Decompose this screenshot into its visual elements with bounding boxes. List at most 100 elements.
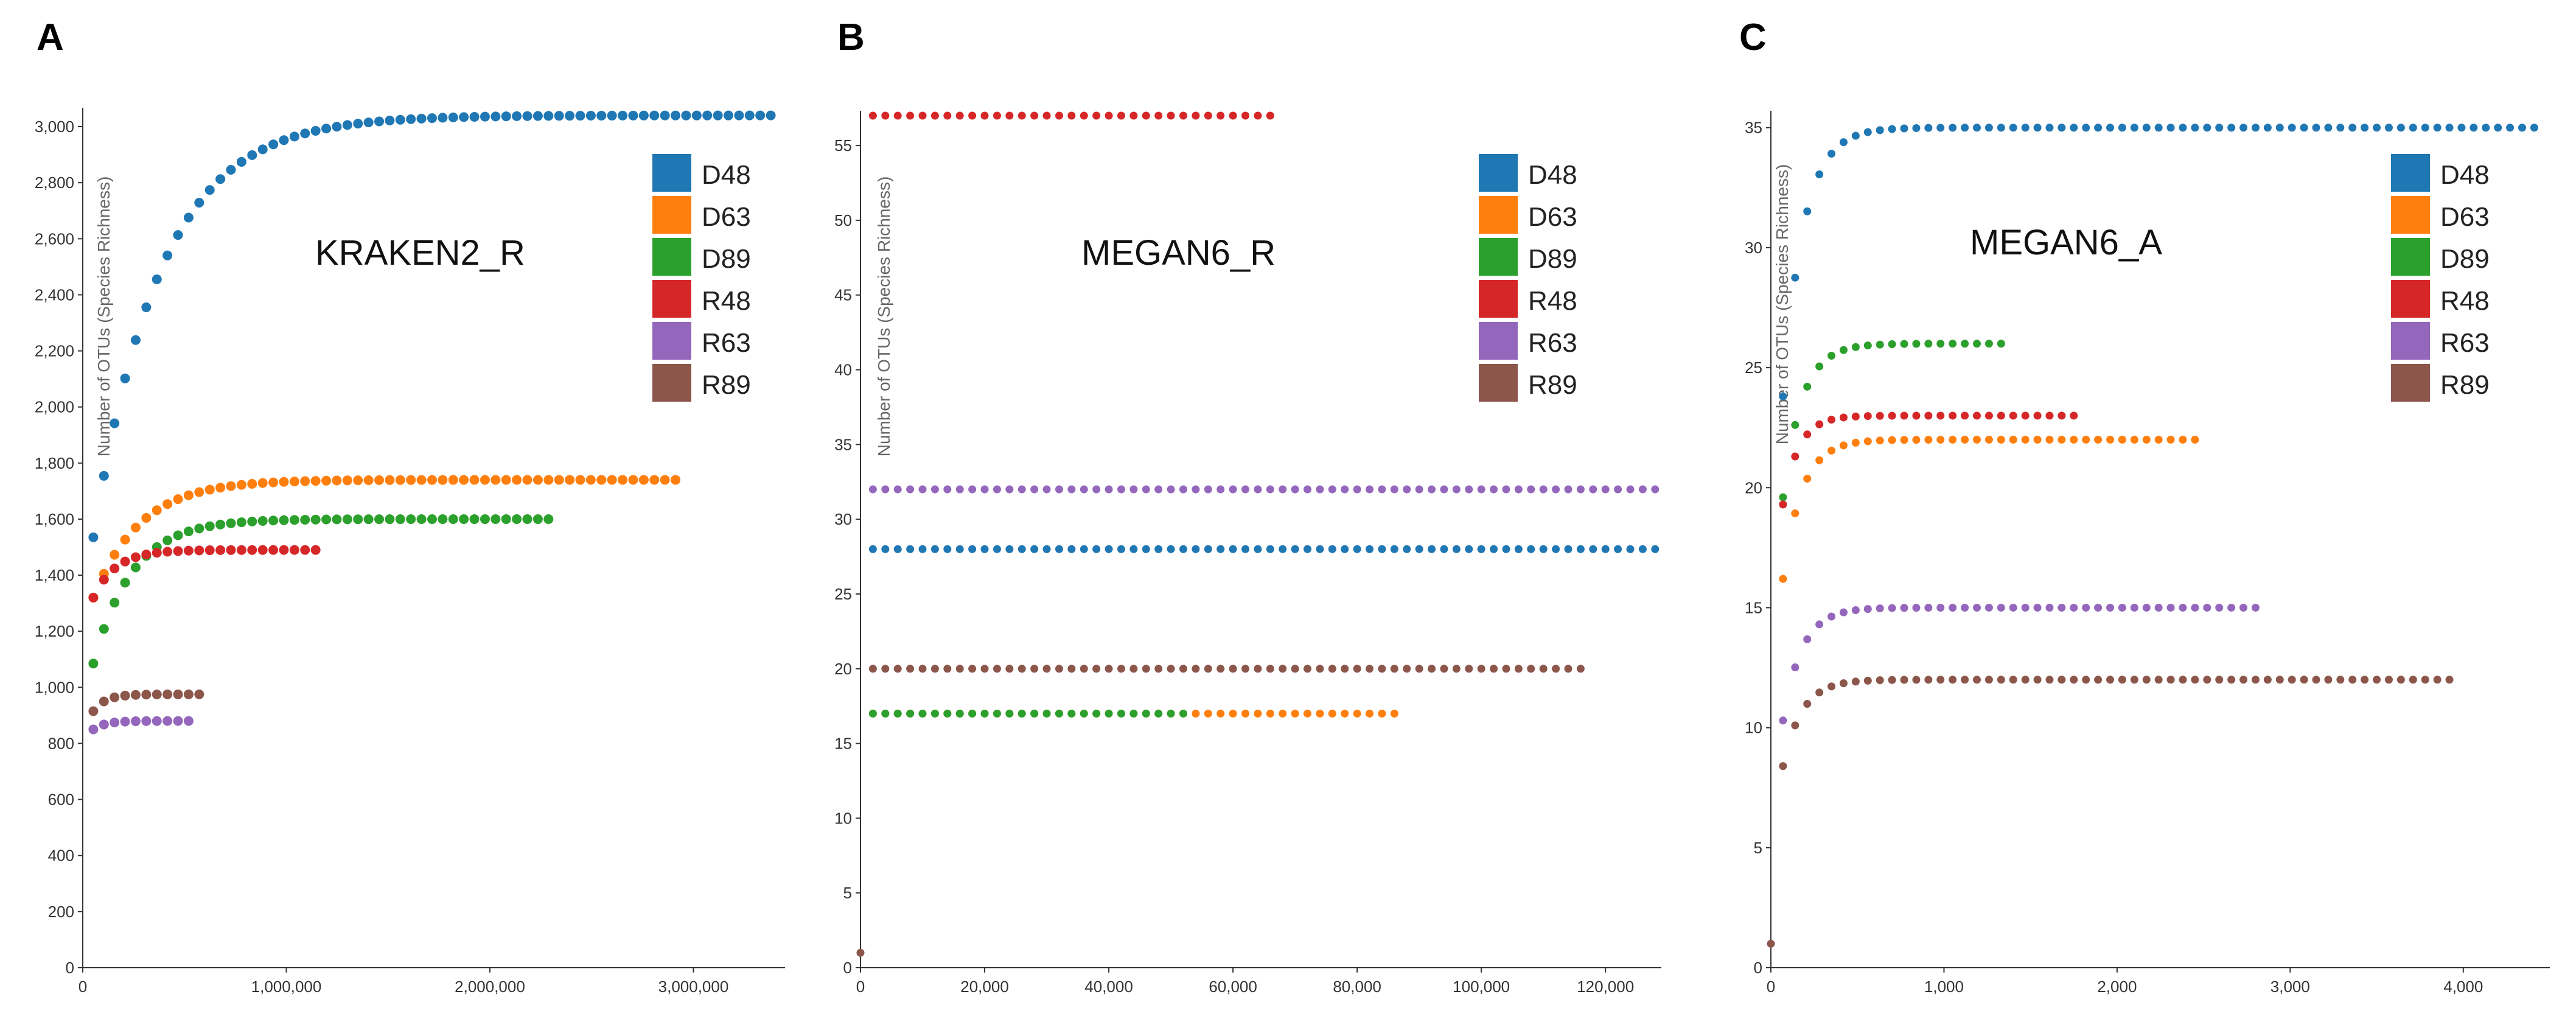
data-point-r48 (215, 545, 226, 555)
data-point-d89 (374, 514, 385, 525)
data-point-r63 (1005, 485, 1014, 494)
y-tick-label: 35 (1745, 119, 1762, 137)
y-tick-label: 0 (66, 959, 74, 977)
data-point-r63 (1490, 485, 1498, 494)
data-point-r63 (130, 716, 141, 727)
data-point-d48 (993, 545, 1001, 553)
data-point-d48 (1105, 545, 1113, 553)
data-point-r48 (943, 111, 952, 120)
data-point-d89 (353, 514, 363, 525)
data-point-d48 (1179, 545, 1187, 553)
y-tick-label: 200 (48, 903, 74, 921)
data-point-d63 (1949, 435, 1957, 444)
data-point-d48 (881, 545, 890, 553)
data-point-r63 (2009, 603, 2017, 612)
data-point-r63 (906, 485, 915, 494)
data-point-d89 (968, 709, 977, 718)
data-point-r48 (1080, 111, 1088, 120)
legend-swatch-r89 (1479, 364, 1518, 402)
data-point-d48 (2288, 124, 2296, 132)
data-point-d48 (2154, 124, 2163, 132)
data-point-d63 (1304, 709, 1312, 718)
data-point-d48 (2094, 124, 2103, 132)
data-point-r89 (918, 665, 927, 673)
data-point-d48 (522, 111, 532, 121)
data-point-d48 (1254, 545, 1262, 553)
data-point-d63 (459, 475, 469, 485)
data-point-d48 (1428, 545, 1436, 553)
data-point-d48 (2470, 124, 2478, 132)
data-point-r48 (2009, 411, 2017, 420)
data-point-d48 (268, 139, 279, 150)
data-point-r89 (1791, 721, 1799, 730)
data-point-d48 (2009, 124, 2017, 132)
data-point-d63 (1803, 474, 1812, 483)
data-point-r89 (1839, 679, 1848, 688)
data-point-d89 (247, 516, 257, 526)
data-point-r63 (1924, 604, 1933, 612)
data-point-r63 (2215, 603, 2224, 612)
data-point-r63 (173, 716, 183, 726)
data-point-d48 (1279, 545, 1287, 553)
data-point-r89 (1042, 665, 1051, 673)
data-point-d48 (2506, 124, 2515, 132)
data-point-d63 (1888, 436, 1896, 444)
y-tick-label: 15 (1745, 598, 1762, 617)
data-point-d63 (226, 481, 236, 491)
data-point-r89 (183, 689, 194, 699)
data-point-r89 (1005, 665, 1014, 673)
data-point-r63 (1266, 485, 1274, 494)
data-point-d63 (448, 475, 458, 485)
data-point-d89 (204, 521, 215, 531)
legend-swatch-r89 (2391, 364, 2430, 402)
data-point-r89 (1876, 676, 1884, 685)
data-point-d48 (1791, 273, 1799, 282)
data-point-d63 (1241, 709, 1249, 718)
legend-item-d48: D48 (2391, 154, 2490, 192)
data-point-r48 (906, 111, 915, 120)
data-point-d89 (1154, 709, 1163, 718)
data-point-d63 (215, 483, 226, 493)
data-point-r63 (2130, 603, 2138, 612)
data-point-r89 (2058, 676, 2066, 684)
data-point-r48 (1912, 411, 1921, 420)
data-point-r48 (1067, 111, 1076, 120)
data-point-d48 (1167, 545, 1175, 553)
data-point-d63 (374, 475, 385, 485)
data-point-d89 (881, 709, 890, 718)
data-point-r48 (930, 111, 939, 120)
data-point-d63 (2118, 435, 2126, 444)
data-point-d48 (734, 110, 744, 121)
data-point-r89 (1949, 676, 1957, 684)
data-point-d48 (1129, 545, 1138, 553)
data-point-d48 (1440, 545, 1448, 553)
data-point-r48 (1949, 411, 1957, 420)
data-point-r89 (2021, 676, 2030, 684)
y-tick-label: 30 (1745, 239, 1762, 257)
data-point-r89 (1827, 682, 1836, 691)
data-point-d48 (2324, 124, 2333, 132)
data-point-d89 (226, 518, 236, 528)
data-point-r63 (1912, 604, 1921, 612)
data-point-d63 (1900, 436, 1908, 444)
data-point-r89 (1403, 665, 1411, 673)
data-point-r89 (120, 690, 130, 701)
data-point-r89 (2166, 676, 2175, 684)
data-point-d63 (501, 475, 511, 485)
legend-item-r63: R63 (1479, 322, 1577, 360)
data-point-r63 (1791, 663, 1799, 672)
data-point-r48 (1936, 411, 1945, 420)
legend-item-d63: D63 (2391, 196, 2490, 234)
data-point-d89 (1055, 709, 1063, 718)
data-point-d48 (1328, 545, 1336, 553)
data-point-d63 (2142, 435, 2151, 444)
data-point-d48 (1017, 545, 1026, 553)
x-tick-label: 0 (856, 977, 865, 996)
data-point-r63 (1527, 485, 1535, 494)
data-point-d48 (321, 124, 332, 134)
legend-label-d89: D89 (702, 244, 751, 274)
data-point-d48 (2409, 124, 2417, 132)
data-point-d48 (2203, 124, 2211, 132)
data-point-d48 (279, 135, 289, 145)
data-point-r89 (868, 665, 877, 673)
